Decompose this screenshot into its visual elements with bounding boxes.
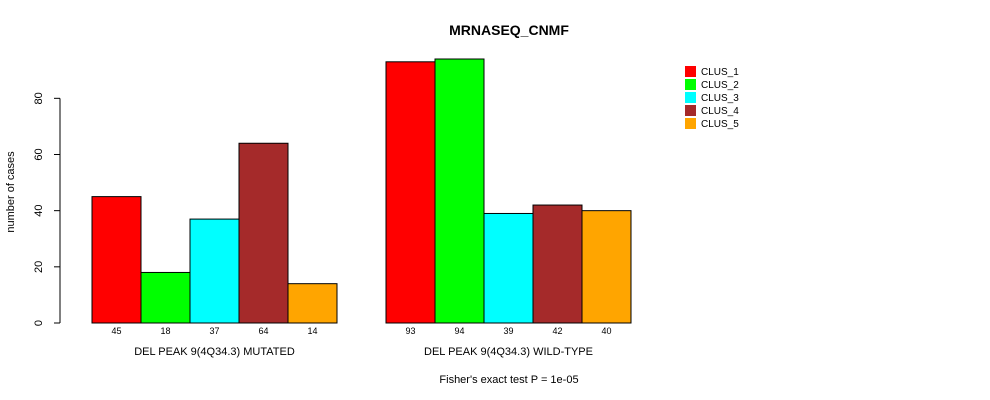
bar-clus-5-group-2 [581,210,632,324]
y-tick-label: 60 [33,148,45,160]
y-tick-label: 0 [33,320,45,326]
bar-clus-1-group-2 [385,61,436,324]
bar-clus-2-group-2 [434,58,485,324]
group-label: DEL PEAK 9(4Q34.3) MUTATED [134,346,295,358]
legend-swatch [685,66,696,77]
bar-clus-5-group-1 [287,283,338,324]
legend-label: CLUS_3 [701,93,739,104]
bar-count-label: 37 [209,326,219,336]
bar-clus-3-group-2 [483,212,534,324]
bar-clus-4-group-2 [532,204,583,324]
bar-count-label: 93 [405,326,415,336]
legend-swatch [685,92,696,103]
legend-swatch [685,105,696,116]
legend-label: CLUS_4 [701,106,739,117]
y-axis-label: number of cases [5,151,17,233]
footnote: Fisher's exact test P = 1e-05 [439,374,578,386]
group-labels: DEL PEAK 9(4Q34.3) MUTATED DEL PEAK 9(4Q3… [134,346,593,358]
legend-label: CLUS_2 [701,80,739,91]
chart-title: MRNASEQ_CNMF [449,22,569,38]
legend-swatch [685,79,696,90]
legend-label: CLUS_5 [701,119,739,130]
y-axis: 0 20 40 60 80 [33,92,61,326]
bar-count-label: 94 [454,326,464,336]
bar-count-label: 45 [111,326,121,336]
group-label: DEL PEAK 9(4Q34.3) WILD-TYPE [424,346,593,358]
bar-clus-4-group-1 [238,142,289,324]
count-labels: 45 18 37 64 14 93 94 39 42 40 [111,326,611,336]
bar-count-label: 42 [552,326,562,336]
legend: CLUS_1 CLUS_2 CLUS_3 CLUS_4 CLUS_5 [685,66,739,130]
bar-count-label: 18 [160,326,170,336]
bar-count-label: 14 [307,326,317,336]
legend-swatch [685,118,696,129]
bar-count-label: 40 [601,326,611,336]
y-tick-label: 40 [33,205,45,217]
bar-clus-2-group-1 [140,271,191,324]
bar-clus-1-group-1 [91,196,142,324]
y-tick-label: 20 [33,261,45,273]
bars [91,58,632,324]
bar-count-label: 64 [258,326,268,336]
y-tick-label: 80 [33,92,45,104]
bar-count-label: 39 [503,326,513,336]
legend-label: CLUS_1 [701,67,739,78]
bar-clus-3-group-1 [189,218,240,324]
